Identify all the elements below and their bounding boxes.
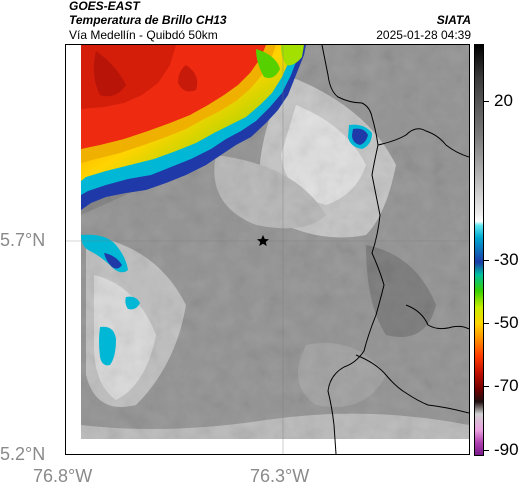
colorbar-label: -50 — [494, 312, 519, 332]
star-icon — [257, 235, 269, 246]
coastline-borders — [321, 45, 469, 454]
colorbar-label: -90 — [494, 439, 519, 459]
latitude-label-north: 5.7°N — [0, 230, 46, 250]
route-subtitle: Vía Medellín - Quibdó 50km — [69, 28, 218, 42]
longitude-label-east: 76.3°W — [250, 466, 310, 486]
product-title: Temperatura de Brillo CH13 — [69, 13, 227, 27]
datetime-label: 2025-01-28 04:39 — [376, 28, 471, 42]
temperature-colorbar — [474, 44, 484, 456]
cold-cloud-top-north — [81, 45, 306, 210]
cold-cloud-cells — [81, 124, 372, 366]
colorbar-tick — [484, 449, 489, 451]
colorbar-tick — [484, 322, 489, 324]
longitude-label-west: 76.8°W — [33, 466, 93, 486]
colorbar-tick — [484, 101, 489, 103]
agency-label: SIATA — [436, 13, 471, 27]
gridlines — [66, 45, 469, 454]
colorbar-label: -30 — [494, 249, 519, 269]
satellite-title: GOES-EAST — [69, 0, 140, 13]
latitude-label-south: 5.2°N — [0, 444, 46, 464]
colorbar-tick — [484, 386, 489, 388]
colorbar-tick — [484, 259, 489, 261]
satellite-map[interactable] — [65, 44, 470, 455]
colorbar-label: -70 — [494, 376, 519, 396]
colorbar-label: 20 — [494, 91, 513, 111]
